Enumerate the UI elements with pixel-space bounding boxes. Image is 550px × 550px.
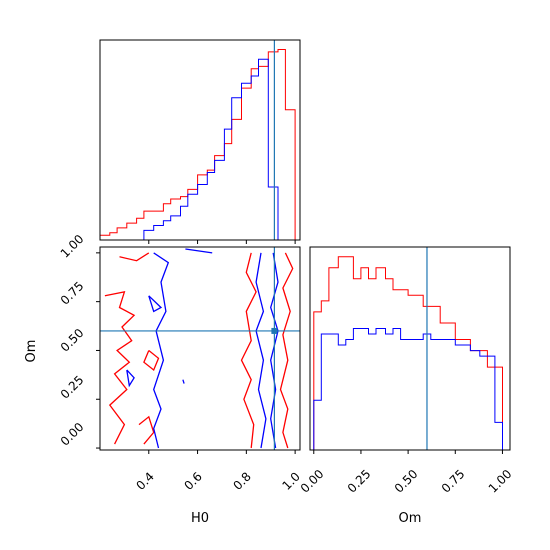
red-contour-line [104,291,136,445]
blue-histogram-line [143,58,279,240]
om-y-tick-label: 0.25 [58,373,87,402]
blue-histogram-line [313,328,503,450]
om-y-axis-label: Om [24,340,39,363]
om-x-tick-label: 0.75 [439,467,468,496]
om-x-tick-label: 0.00 [298,467,327,496]
om-x-tick-label: 0.50 [392,467,421,496]
om-x-ticks: 0.00 0.25 0.50 0.75 1.00 [298,467,515,496]
blue-contour-line [153,252,170,449]
om-y-tick-label: 0.50 [58,326,87,355]
h0-histogram-panel [99,39,301,244]
red-histogram-line [313,256,503,450]
red-contour-line [279,252,294,449]
om-axis-label: Om [399,511,422,526]
blue-contour-line [126,369,135,388]
h0-x-tick-label: 0.6 [181,469,204,492]
red-contour-line [240,252,257,449]
blue-contour-line [255,252,267,449]
red-contour-line [143,349,160,372]
h0-histogram-frame [99,39,301,241]
h0-x-tick-label: 0.8 [230,469,253,492]
blue-contour-line [148,295,163,313]
h0-x-tick-label: 1.0 [279,469,302,492]
om-y-tick-label: 1.00 [58,232,87,261]
om-histogram-frame [309,246,511,451]
h0-x-tick-label: 0.4 [133,469,156,492]
blue-contour-line [182,379,185,384]
om-x-tick-label: 0.25 [345,467,374,496]
red-contour-line [119,252,150,262]
om-y-tick-label: 0.00 [58,420,87,449]
om-histogram-panel [309,246,511,454]
red-histogram-line [99,49,296,240]
h0-om-contour-panel [96,246,301,454]
red-contour-line [138,415,155,445]
blue-contour-line [185,248,213,254]
h0-axis-label: H0 [191,511,209,526]
om-y-tick-label: 0.75 [58,279,87,308]
om-x-tick-label: 1.00 [486,467,515,496]
h0-x-ticks: 0.4 0.6 0.8 1.0 [133,469,302,492]
om-y-ticks: 0.00 0.25 0.50 0.75 1.00 [58,232,87,449]
truth-point-marker [271,327,278,334]
contour-frame [99,246,301,451]
